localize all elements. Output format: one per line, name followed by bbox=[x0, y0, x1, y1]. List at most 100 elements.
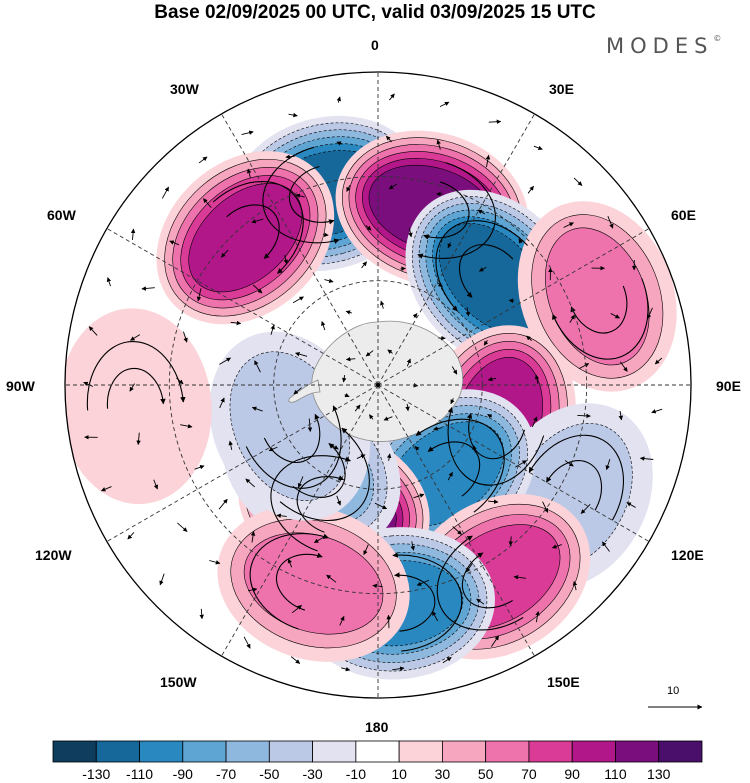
wind-arrow bbox=[508, 298, 515, 303]
wind-arrow bbox=[436, 282, 443, 288]
map-border bbox=[64, 71, 692, 699]
meridian-line bbox=[377, 113, 535, 386]
wind-arrow bbox=[405, 403, 410, 412]
colorbar-swatch bbox=[355, 740, 400, 763]
wind-arrow bbox=[341, 375, 347, 383]
wind-arrow bbox=[129, 383, 135, 392]
wind-arrow bbox=[141, 286, 155, 291]
wind-arrow bbox=[447, 471, 453, 481]
wind-arrow bbox=[478, 266, 487, 272]
wind-arrow bbox=[406, 358, 411, 367]
colorbar-label: 30 bbox=[434, 766, 451, 782]
wind-arrow bbox=[202, 198, 212, 208]
colorbar bbox=[52, 740, 703, 763]
colorbar-label: -110 bbox=[126, 766, 154, 782]
wind-arrow bbox=[341, 666, 351, 672]
wind-vectors bbox=[83, 93, 663, 672]
lon-label-90w: 90W bbox=[6, 378, 35, 394]
colorbar-label: -50 bbox=[259, 766, 280, 782]
wind-arrow bbox=[572, 580, 578, 591]
meridian-line bbox=[221, 113, 379, 386]
wind-arrow bbox=[323, 232, 329, 238]
streamline bbox=[106, 368, 166, 409]
wind-arrow bbox=[336, 141, 343, 146]
lon-label-150w: 150W bbox=[160, 674, 197, 690]
wind-arrow bbox=[136, 432, 141, 446]
wind-arrow bbox=[344, 393, 350, 398]
streamline bbox=[270, 455, 351, 552]
wind-arrow bbox=[577, 413, 591, 419]
wind-arrow bbox=[336, 495, 341, 506]
wind-arrow bbox=[198, 156, 208, 164]
wind-arrow bbox=[268, 446, 278, 452]
wind-arrow bbox=[199, 608, 204, 620]
wind-arrow bbox=[386, 453, 392, 461]
wind-arrow bbox=[307, 418, 313, 432]
wind-arrow bbox=[368, 414, 374, 420]
wind-arrow bbox=[477, 209, 486, 215]
wind-arrow bbox=[601, 541, 610, 552]
wind-arrow bbox=[535, 610, 540, 623]
meridian-line bbox=[106, 384, 379, 542]
wind-arrow bbox=[447, 242, 452, 249]
wind-arrow bbox=[605, 459, 611, 471]
wind-arrow bbox=[534, 374, 540, 384]
wind-arrow bbox=[626, 502, 636, 508]
wind-arrow bbox=[518, 238, 523, 244]
wind-arrow bbox=[433, 426, 442, 431]
streamline bbox=[86, 340, 186, 411]
anomaly-contour bbox=[65, 308, 212, 505]
wind-arrow bbox=[243, 636, 251, 649]
wind-arrow bbox=[290, 656, 301, 664]
colorbar-swatch bbox=[528, 740, 573, 763]
wind-arrow bbox=[607, 216, 614, 229]
wind-arrow bbox=[183, 331, 188, 343]
wind-arrow bbox=[618, 410, 624, 421]
wind-arrow bbox=[292, 296, 304, 304]
wind-arrow bbox=[365, 350, 374, 357]
latitude-circle bbox=[273, 280, 483, 490]
wind-arrow bbox=[610, 313, 620, 319]
colorbar-label: -90 bbox=[172, 766, 193, 782]
wind-arrow bbox=[336, 96, 342, 103]
wind-arrow bbox=[513, 575, 526, 580]
lon-label-60e: 60E bbox=[671, 207, 696, 223]
brand-text: MODES bbox=[606, 34, 714, 58]
colorbar-label: 70 bbox=[521, 766, 537, 782]
meridian-line bbox=[221, 384, 379, 657]
lon-label-60w: 60W bbox=[47, 207, 76, 223]
wind-arrow bbox=[161, 186, 169, 199]
wind-arrow bbox=[432, 610, 439, 622]
colorbar-label: 90 bbox=[564, 766, 580, 782]
wind-arrow bbox=[580, 504, 591, 514]
lon-label-120e: 120E bbox=[671, 547, 704, 563]
wind-arrow bbox=[651, 408, 663, 414]
wind-arrow bbox=[383, 416, 393, 421]
wind-arrow bbox=[374, 502, 388, 510]
wind-arrow bbox=[194, 465, 205, 470]
wind-arrow bbox=[476, 598, 485, 605]
streamline bbox=[288, 165, 335, 225]
wind-arrow bbox=[619, 361, 628, 372]
lon-label-30w: 30W bbox=[170, 81, 199, 97]
wind-arrow bbox=[392, 666, 405, 671]
wind-arrow bbox=[569, 314, 575, 323]
wind-arrow bbox=[361, 261, 367, 269]
streamline bbox=[276, 552, 323, 611]
wind-arrow bbox=[100, 486, 112, 492]
colorbar-label: 10 bbox=[391, 766, 407, 782]
wind-arrow bbox=[465, 562, 474, 573]
wind-arrow bbox=[531, 416, 538, 428]
streamline bbox=[245, 405, 342, 489]
wind-arrow bbox=[483, 340, 489, 346]
wind-arrow bbox=[442, 656, 452, 664]
streamline bbox=[394, 572, 436, 632]
colorbar-label: -30 bbox=[302, 766, 323, 782]
wind-arrow bbox=[313, 535, 326, 544]
wind-arrow bbox=[252, 284, 263, 294]
wind-arrow bbox=[176, 377, 184, 385]
wind-arrow bbox=[245, 478, 255, 488]
meridian-line bbox=[106, 228, 379, 386]
streamline bbox=[226, 204, 280, 259]
wind-arrow bbox=[339, 615, 345, 626]
